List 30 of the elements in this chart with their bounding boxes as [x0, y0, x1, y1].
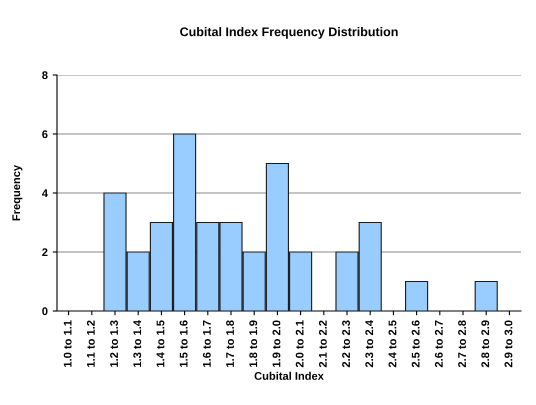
- x-tick-label: 1.5 to 1.6: [180, 320, 188, 367]
- x-tick-label: 1.8 to 1.9: [249, 320, 258, 367]
- x-tick-label: 1.0 to 1.1: [64, 320, 72, 367]
- bar: [405, 280, 428, 311]
- x-tick-label: 2.2 to 2.3: [342, 320, 350, 368]
- x-tick-label: 2.9 to 3.0: [504, 320, 512, 368]
- y-tick-label: 2: [42, 248, 48, 256]
- chart-title: Cubital Index Frequency Distribution: [180, 27, 398, 39]
- x-tick-label: 1.1 to 1.2: [86, 320, 95, 367]
- x-tick-label: 2.7 to 2.8: [458, 320, 466, 368]
- x-tick-label: 2.0 to 2.1: [296, 320, 304, 368]
- y-tick-label: 8: [42, 71, 48, 80]
- x-tick-label: 1.9 to 2.0: [272, 320, 280, 367]
- x-tick-label: 1.2 to 1.3: [110, 320, 118, 367]
- x-tick-label: 2.6 to 2.7: [434, 320, 443, 368]
- x-tick-label: 2.1 to 2.2: [318, 320, 327, 368]
- y-tick-label: 4: [42, 189, 48, 198]
- y-axis-title: Frequency: [12, 164, 22, 220]
- y-tick-label: 6: [42, 130, 48, 138]
- x-tick-label: 1.7 to 1.8: [226, 320, 234, 367]
- x-tick-label: 2.8 to 2.9: [481, 320, 490, 368]
- x-tick-label: 1.3 to 1.4: [133, 320, 142, 367]
- x-tick-label: 1.4 to 1.5: [156, 320, 164, 367]
- x-tick-label: 1.6 to 1.7: [202, 320, 211, 367]
- x-tick-label: 2.3 to 2.4: [365, 320, 374, 368]
- bar: [474, 280, 498, 311]
- x-tick-label: 2.5 to 2.6: [412, 320, 420, 368]
- x-tick-label: 2.4 to 2.5: [388, 320, 396, 368]
- x-axis-title: Cubital Index: [254, 372, 324, 380]
- y-tick-label: 0: [42, 307, 48, 316]
